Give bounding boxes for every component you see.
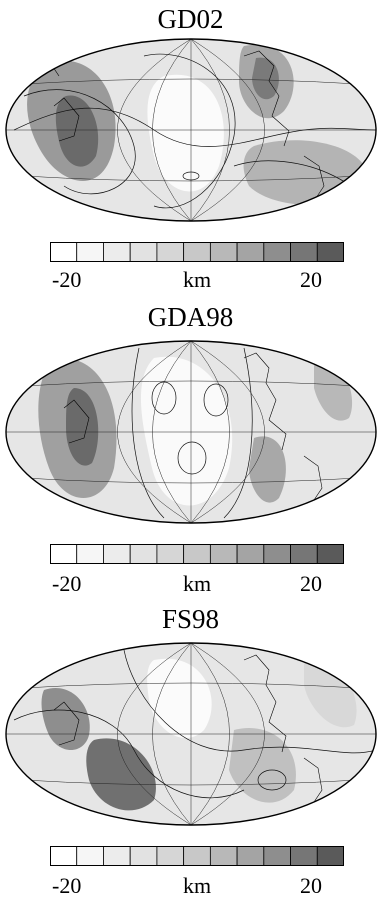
colorbar-border — [50, 242, 344, 262]
colorbar-swatch — [183, 544, 211, 564]
colorbar-swatch — [236, 846, 265, 866]
colorbar-swatch — [129, 242, 158, 262]
graticule — [6, 341, 376, 523]
colorbar-unit-label: km — [183, 571, 212, 596]
colorbar-min-label: -20 — [52, 267, 82, 292]
colorbar-swatch — [263, 846, 291, 866]
contour-line — [257, 769, 287, 791]
colorbar-swatch — [290, 544, 318, 564]
coastline — [63, 352, 323, 504]
anomaly-region — [41, 688, 90, 750]
colorbar — [50, 242, 344, 262]
contour-line — [131, 347, 165, 519]
anomaly-region — [229, 728, 296, 803]
colorbar-swatch — [50, 544, 78, 564]
colorbar-min-label: -20 — [52, 873, 82, 898]
colorbar-swatch — [103, 544, 131, 564]
anomaly-region — [147, 74, 224, 192]
anomaly-region — [249, 436, 286, 503]
contour-line — [177, 441, 207, 475]
anomaly-region — [140, 356, 233, 506]
panel-title: GDA98 — [147, 302, 234, 332]
colorbar-swatch — [76, 846, 104, 866]
colorbar-swatch — [156, 846, 185, 866]
map-outline — [5, 38, 377, 222]
panel-gda98: GDA98 -20 km 20 — [0, 300, 381, 600]
colorbar-swatch — [263, 544, 291, 564]
colorbar-swatch — [263, 242, 291, 262]
anomaly-region — [147, 658, 212, 739]
colorbar — [50, 846, 344, 866]
contour-line — [143, 53, 236, 209]
colorbar-swatch — [183, 242, 211, 262]
colorbar-max-label: 20 — [300, 873, 322, 898]
panel-fs98: FS98 -20 km 20 — [0, 604, 381, 907]
coastline — [53, 654, 323, 806]
colorbar-swatch — [129, 846, 158, 866]
colorbar-swatch — [316, 242, 344, 262]
colorbar-swatch — [76, 242, 104, 262]
graticule — [6, 39, 376, 221]
colorbar-min-label: -20 — [52, 571, 82, 596]
colorbar-swatch — [316, 846, 344, 866]
colorbar-swatch — [156, 544, 185, 564]
map-outline — [5, 340, 377, 524]
colorbar-swatch — [103, 242, 131, 262]
colorbar-swatch — [209, 846, 238, 866]
panel-gd02: GD02 -20 km 20 — [0, 0, 381, 300]
colorbar-swatch — [236, 242, 265, 262]
coastline — [33, 50, 325, 202]
colorbar-swatch — [290, 846, 318, 866]
colorbar-swatch — [76, 544, 104, 564]
panel-title: GD02 — [157, 4, 224, 34]
graticule — [6, 643, 376, 825]
colorbar-swatch — [316, 544, 344, 564]
map-hammer-projection — [5, 340, 377, 524]
colorbar-swatch — [183, 846, 211, 866]
colorbar-swatch — [290, 242, 318, 262]
colorbar-swatch — [209, 242, 238, 262]
contour-line — [13, 107, 376, 147]
map-hammer-projection — [5, 642, 377, 826]
colorbar-unit-label: km — [183, 267, 212, 292]
anomaly-region — [86, 738, 156, 811]
contour-line — [123, 649, 376, 754]
colorbar-swatch — [156, 242, 185, 262]
colorbar — [50, 544, 344, 564]
colorbar-border — [50, 846, 344, 866]
map-hammer-projection — [5, 38, 377, 222]
colorbar-swatch — [50, 846, 78, 866]
colorbar-swatch — [236, 544, 265, 564]
panel-title: FS98 — [161, 604, 220, 634]
colorbar-swatch — [209, 544, 238, 564]
anomaly-region — [66, 388, 99, 466]
contour-line — [223, 347, 253, 519]
colorbar-max-label: 20 — [300, 571, 322, 596]
colorbar-border — [50, 544, 344, 564]
colorbar-swatch — [129, 544, 158, 564]
contour-line — [203, 383, 229, 417]
colorbar-swatch — [103, 846, 131, 866]
anomaly-region — [55, 95, 99, 167]
contour-line — [23, 89, 136, 195]
colorbar-max-label: 20 — [300, 267, 322, 292]
colorbar-swatch — [50, 242, 78, 262]
contour-line — [13, 709, 245, 799]
colorbar-unit-label: km — [183, 873, 212, 898]
map-outline — [5, 642, 377, 826]
anomaly-region — [252, 57, 279, 100]
